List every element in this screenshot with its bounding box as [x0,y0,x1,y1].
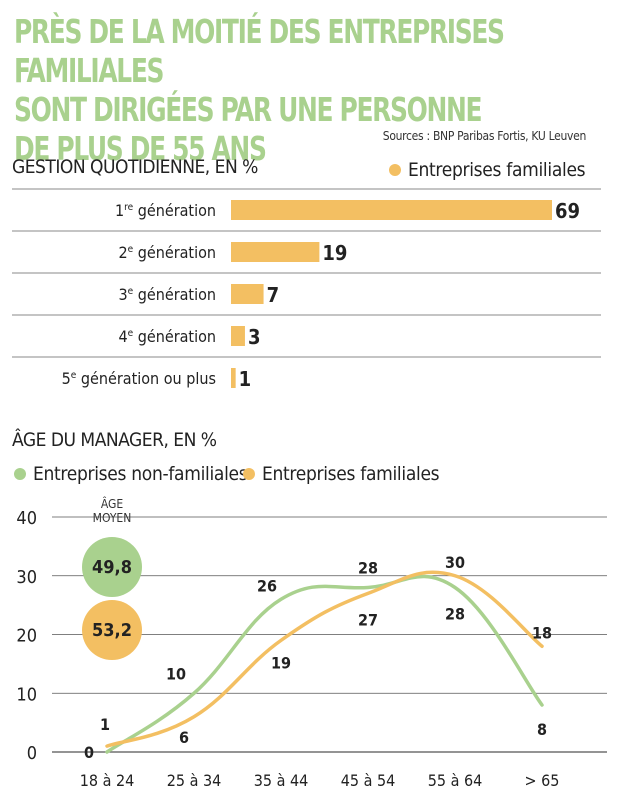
data-label-familiales: 18 [532,623,552,642]
line-legend-label-non-familiales: Entreprises non-familiales [33,463,248,485]
x-tick-label: 18 à 24 [80,771,135,790]
title-line-3: DE PLUS DE 55 ANS [14,129,267,168]
bar-legend: Entreprises familiales [389,159,586,181]
average-age-familiales: 53,2 [82,600,142,660]
data-label-familiales: 30 [445,553,465,572]
y-tick-label: 10 [16,684,37,705]
bar-value-label-1: 69 [555,199,580,223]
y-tick-label: 30 [16,567,37,588]
average-age-label: ÂGE MOYEN [88,497,136,525]
bar-legend-label: Entreprises familiales [408,159,586,181]
bar-3 [231,284,264,304]
average-age-label-line-2: MOYEN [92,511,132,525]
y-tick-label: 0 [27,743,37,764]
y-tick-label: 40 [16,508,37,529]
data-label-non-familiales: 0 [84,743,94,762]
bar-chart-title: GESTION QUOTIDIENNE, EN % [12,156,258,178]
bar-chart: 69 1re génération 19 2e génération 7 3e génér… [12,188,601,391]
x-tick-label: 55 à 64 [428,771,483,790]
series-line-non-familiales [105,574,544,754]
line-legend-label-familiales: Entreprises familiales [262,463,440,485]
line-legend-non-familiales: Entreprises non-familiales [14,463,248,485]
average-age-non-familiales: 49,8 [82,537,142,597]
title-line-2: SONT DIRIGÉES PAR UNE PERSONNE [14,90,483,129]
x-tick-label: 45 à 54 [341,771,396,790]
bar-2 [231,242,320,262]
bar-category-label-3: 3e génération [118,285,216,304]
average-age-label-line-1: ÂGE [100,497,124,511]
data-label-non-familiales: 10 [166,664,186,683]
bar-4 [231,326,245,346]
x-tick-label: 35 à 44 [254,771,309,790]
bar-1 [231,200,552,220]
data-label-familiales: 19 [271,653,291,672]
data-label-non-familiales: 8 [537,720,547,739]
bar-category-label-5: 5e génération ou plus [62,369,216,388]
series-line-familiales [105,570,544,748]
legend-dot-non-familiales [14,468,26,480]
data-label-non-familiales: 28 [358,559,378,578]
x-tick-label: > 65 [525,771,560,790]
bar-value-label-3: 7 [267,283,280,307]
y-tick-label: 20 [16,626,37,647]
data-label-familiales: 27 [358,610,378,629]
bar-category-label-2: 2e génération [118,243,216,262]
page-title: PRÈS DE LA MOITIÉ DES ENTREPRISES FAMILI… [14,12,594,168]
bar-value-label-2: 19 [322,241,347,265]
x-tick-label: 25 à 34 [167,771,222,790]
bar-category-label-1: 1re génération [115,201,216,220]
bar-value-label-4: 3 [248,325,261,349]
bar-value-label-5: 1 [239,367,252,391]
data-label-familiales: 6 [179,728,189,747]
legend-dot-familiales-2 [243,468,255,480]
line-legend-familiales: Entreprises familiales [243,463,440,485]
bar-category-label-4: 4e génération [118,327,216,346]
data-label-non-familiales: 26 [257,576,277,595]
title-line-1: PRÈS DE LA MOITIÉ DES ENTREPRISES FAMILI… [14,12,505,90]
legend-dot-familiales [389,164,401,176]
sources-note: Sources : BNP Paribas Fortis, KU Leuven [382,129,587,143]
data-label-non-familiales: 28 [445,605,465,624]
bar-5 [231,368,236,388]
line-chart-title: ÂGE DU MANAGER, EN % [12,429,217,451]
data-label-familiales: 1 [100,715,110,734]
